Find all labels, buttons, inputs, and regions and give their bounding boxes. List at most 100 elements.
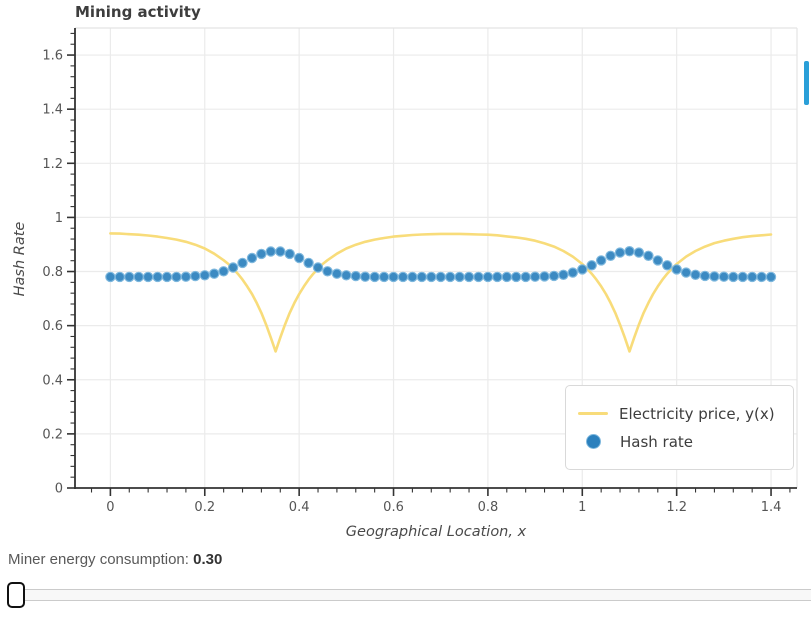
hash-rate-point [709, 271, 720, 282]
hash-rate-point [567, 267, 579, 278]
hash-rate-point [350, 270, 361, 282]
hash-rate-point [237, 257, 248, 269]
legend-label: Hash rate [620, 432, 694, 451]
hash-rate-point [256, 248, 267, 260]
hash-rate-point [558, 269, 569, 280]
energy-slider-thumb[interactable] [7, 582, 25, 608]
hash-rate-point [728, 271, 739, 283]
hash-rate-point [369, 271, 380, 283]
x-tick-label: 0.2 [194, 500, 215, 515]
hash-rate-point [605, 250, 616, 261]
hash-rate-point [416, 271, 427, 283]
hash-rate-point [388, 271, 399, 283]
series-scatter [105, 245, 777, 283]
hash-rate-point [322, 266, 333, 277]
legend-entry-hash-rate: Hash rate [578, 433, 781, 451]
hash-rate-point [501, 271, 512, 283]
y-tick-label: 0.8 [42, 265, 63, 280]
hash-rate-point [114, 271, 126, 283]
hash-rate-point [482, 271, 494, 283]
consumption-value: 0.30 [193, 551, 223, 568]
y-tick-label: 1.4 [42, 103, 63, 118]
hash-rate-point [246, 252, 258, 264]
hash-rate-point [596, 255, 607, 266]
hash-rate-point [454, 271, 465, 283]
series-line [109, 232, 773, 353]
hash-rate-point [208, 268, 220, 279]
hash-rate-point [643, 250, 654, 261]
hash-rate-point [548, 270, 560, 282]
hash-rate-point [190, 270, 201, 282]
chart-legend: Electricity price, y(x) Hash rate [565, 385, 794, 470]
hash-rate-point [303, 257, 314, 269]
energy-slider-track[interactable] [8, 589, 811, 601]
y-axis-label: Hash Rate [12, 221, 28, 297]
hash-rate-point [671, 264, 682, 275]
hash-rate-point [529, 271, 541, 282]
hash-rate-point [331, 268, 343, 279]
hash-rate-point [312, 262, 324, 273]
hash-rate-point [633, 247, 645, 258]
light-spines [75, 27, 798, 488]
electricity-price-line [109, 232, 773, 353]
hash-rate-point [765, 271, 777, 283]
hash-rate-point [133, 271, 144, 283]
y-tick-label: 0.2 [42, 427, 63, 442]
y-tick-label: 0.6 [42, 319, 63, 334]
hash-rate-point [227, 262, 239, 273]
hash-rate-point [284, 248, 295, 260]
scrollbar-thumb[interactable] [804, 61, 809, 105]
x-tick-label: 0.4 [289, 500, 310, 515]
hash-rate-point [199, 270, 210, 281]
hash-rate-point [699, 270, 711, 282]
hash-rate-point [520, 271, 531, 283]
line-swatch-icon [578, 412, 608, 415]
hash-rate-point [142, 271, 154, 283]
hash-rate-point [265, 246, 276, 257]
legend-label: Electricity price, y(x) [619, 404, 775, 423]
hash-rate-point [445, 271, 456, 283]
y-tick-label: 1.6 [42, 49, 63, 64]
hash-rate-point [577, 264, 588, 275]
hash-rate-point [218, 266, 229, 277]
hash-rate-point [105, 271, 116, 283]
hash-rate-point [435, 271, 446, 283]
hash-rate-point [341, 270, 352, 281]
hash-rate-point [539, 271, 550, 282]
hash-rate-point [171, 271, 182, 283]
hash-rate-point [180, 271, 192, 282]
hash-rate-point [426, 271, 437, 283]
hash-rate-point [680, 267, 692, 278]
x-tick-label: 0 [106, 500, 114, 515]
hash-rate-point [492, 271, 503, 283]
hash-rate-point [624, 245, 635, 257]
hash-rate-point [463, 271, 475, 283]
hash-rate-point [511, 271, 522, 283]
legend-entry-electricity-price: Electricity price, y(x) [578, 405, 781, 423]
hash-rate-point [275, 246, 286, 257]
hash-rate-point [747, 271, 758, 283]
hash-rate-point [473, 271, 484, 283]
hash-rate-point [718, 271, 730, 282]
mining-chart: 0 0.2 0.4 0.6 0.8 1 1.2 1.4 0 0.2 0.4 0.6 0.8 1 1.2 1.4… [42, 27, 798, 515]
hash-rate-point [586, 260, 597, 271]
y-tick-label: 1.2 [42, 157, 63, 172]
x-tick-label: 1.4 [761, 500, 782, 515]
x-tick-label: 0.6 [383, 500, 404, 515]
y-tick-label: 0.4 [42, 373, 63, 388]
hash-rate-point [161, 271, 173, 283]
y-tick-label: 0 [55, 482, 63, 497]
hash-rate-point [397, 271, 409, 283]
dot-swatch-icon [586, 434, 601, 449]
y-axis-ticks: 0 0.2 0.4 0.6 0.8 1 1.2 1.4 1.6 [42, 49, 75, 497]
hash-rate-point [378, 271, 390, 283]
dark-spines [74, 28, 797, 489]
hash-rate-point [294, 252, 305, 264]
hash-rate-point [662, 260, 673, 271]
hash-rate-point [152, 271, 163, 283]
hash-rate-point [690, 269, 701, 280]
hash-rate-point [614, 247, 626, 258]
hash-rate-point [756, 271, 767, 283]
hash-rate-point [737, 271, 748, 283]
